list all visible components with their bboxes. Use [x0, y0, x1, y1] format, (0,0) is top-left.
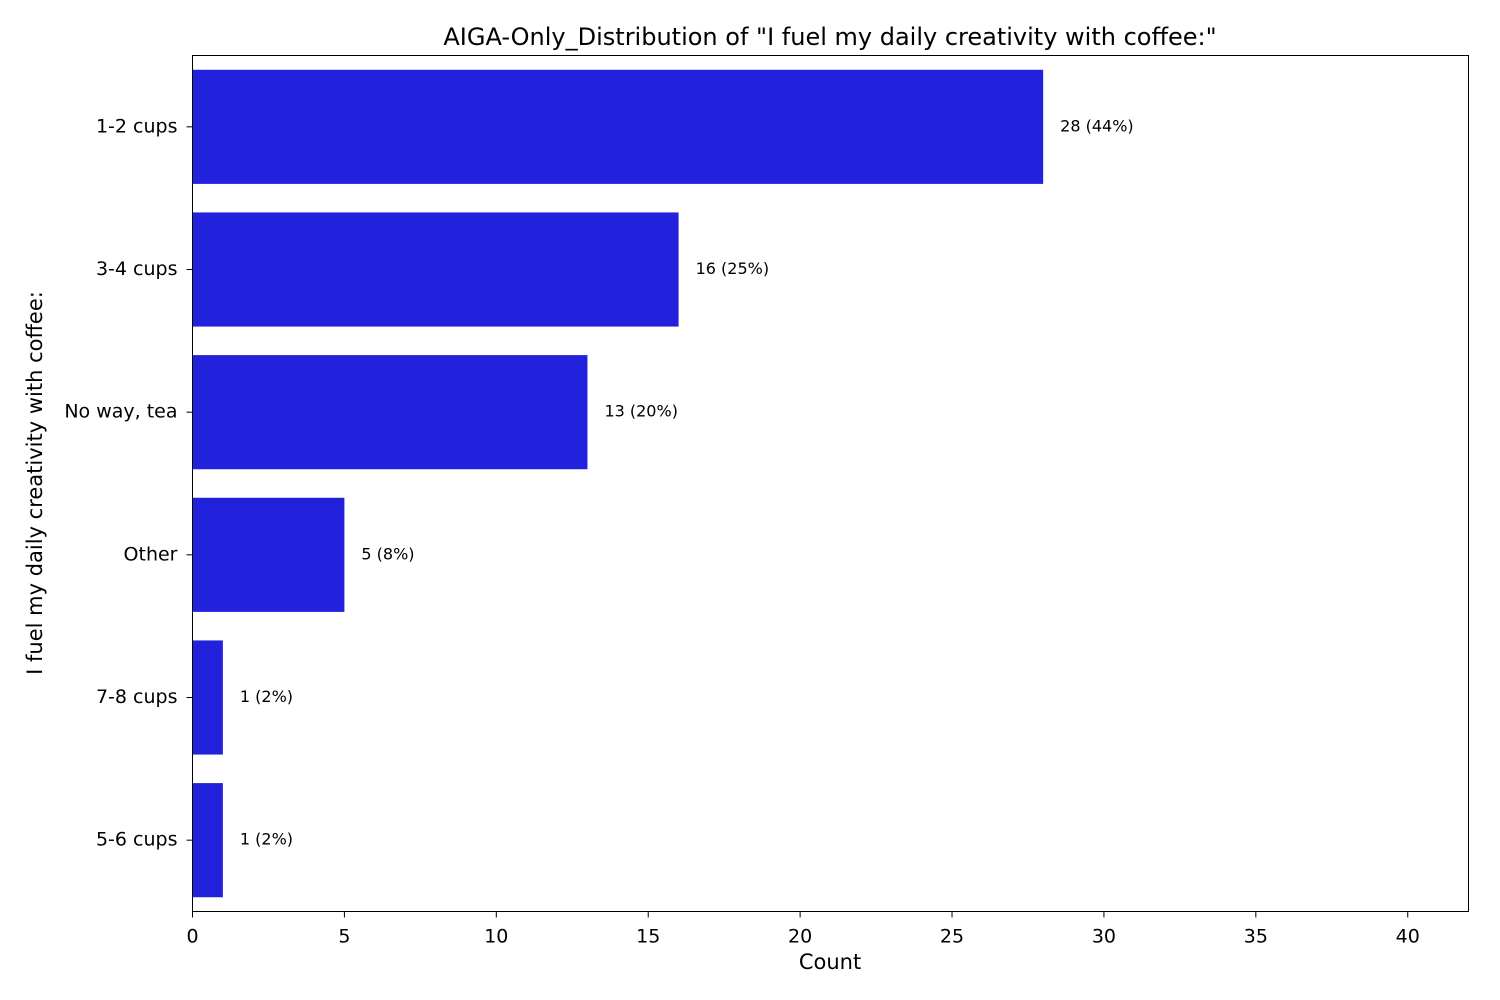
bar-3 [192, 355, 588, 470]
x-tick-label-7: 30 [1092, 926, 1116, 948]
data-label-4: 5 (8%) [361, 544, 414, 563]
bar-2 [192, 212, 679, 327]
y-tick-label-4: Other [124, 543, 178, 565]
bar-5 [192, 640, 223, 755]
x-tick-label-4: 15 [636, 926, 660, 948]
y-axis: 1-2 cups 3-4 cups No way, tea Other 7-8 cups… [64, 115, 193, 851]
data-label-3: 13 (20%) [604, 402, 678, 421]
x-tick-label-6: 25 [940, 926, 964, 948]
x-tick-label-5: 20 [788, 926, 812, 948]
y-tick-label-3: No way, tea [64, 401, 177, 423]
x-tick-label-2: 5 [338, 926, 350, 948]
x-tick-label-1: 0 [186, 926, 198, 948]
data-labels-layer: 28 (44%) 16 (25%) 13 (20%) 5 (8%) 1 (2%) 1 (2… [240, 116, 1134, 848]
bar-1 [192, 69, 1044, 184]
y-axis-label: I fuel my daily creativity with coffee: [23, 291, 47, 675]
data-label-2: 16 (25%) [696, 259, 770, 278]
plot-frame [192, 55, 1469, 912]
bars-layer [192, 69, 1044, 898]
y-tick-label-6: 5-6 cups [96, 829, 178, 851]
data-label-5: 1 (2%) [240, 687, 293, 706]
x-axis: 0 5 10 15 20 25 30 35 40 [186, 911, 1420, 948]
bar-6 [192, 783, 223, 898]
chart-title: AIGA-Only_Distribution of "I fuel my dai… [443, 23, 1216, 51]
x-tick-label-9: 40 [1396, 926, 1420, 948]
x-tick-label-3: 10 [484, 926, 508, 948]
bar-4 [192, 497, 345, 612]
y-tick-label-2: 3-4 cups [96, 258, 178, 280]
data-label-1: 28 (44%) [1060, 116, 1134, 135]
y-tick-label-1: 1-2 cups [96, 115, 178, 137]
x-axis-label: Count [799, 950, 861, 974]
x-tick-label-8: 35 [1244, 926, 1268, 948]
y-tick-label-5: 7-8 cups [96, 686, 178, 708]
data-label-6: 1 (2%) [240, 830, 293, 849]
